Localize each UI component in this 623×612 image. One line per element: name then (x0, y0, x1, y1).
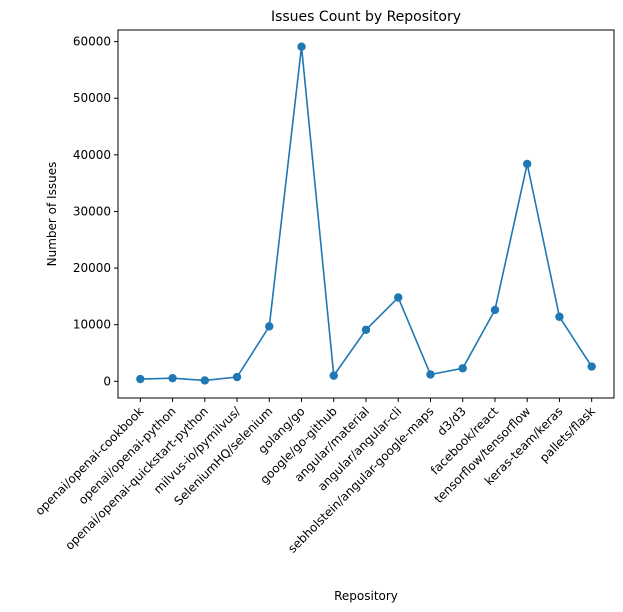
x-axis-label: Repository (334, 589, 398, 603)
data-point (265, 322, 274, 331)
data-point (168, 373, 177, 383)
data-point (361, 325, 371, 334)
y-tick-label: 50000 (73, 91, 111, 105)
y-tick-label: 10000 (73, 318, 111, 332)
data-point (232, 372, 242, 382)
data-point (523, 159, 532, 169)
y-tick-label: 30000 (73, 204, 111, 218)
y-tick-label: 60000 (73, 35, 111, 49)
data-point (136, 374, 145, 384)
plot-area (117, 29, 615, 399)
y-tick-label: 40000 (73, 148, 111, 162)
x-axis: openai/openai-cookbookopenai/openai-pyth… (33, 398, 598, 556)
x-tick-label: openai/openai-quickstart-python (62, 404, 211, 553)
y-axis: 0 10000 20000 30000 40000 50000 60000 (73, 35, 118, 388)
data-point (200, 376, 209, 385)
data-point (426, 370, 435, 379)
data-point (555, 312, 564, 321)
data-point (458, 364, 467, 373)
series-issues (136, 42, 596, 385)
data-point (329, 371, 338, 380)
data-point (587, 362, 596, 371)
data-point (490, 305, 500, 315)
data-point (394, 293, 403, 302)
chart-title: Issues Count by Repository (271, 9, 461, 25)
y-tick-label: 20000 (73, 261, 111, 275)
y-axis-label: Number of Issues (45, 162, 59, 267)
y-tick-label: 0 (103, 374, 111, 388)
data-point (297, 42, 306, 51)
